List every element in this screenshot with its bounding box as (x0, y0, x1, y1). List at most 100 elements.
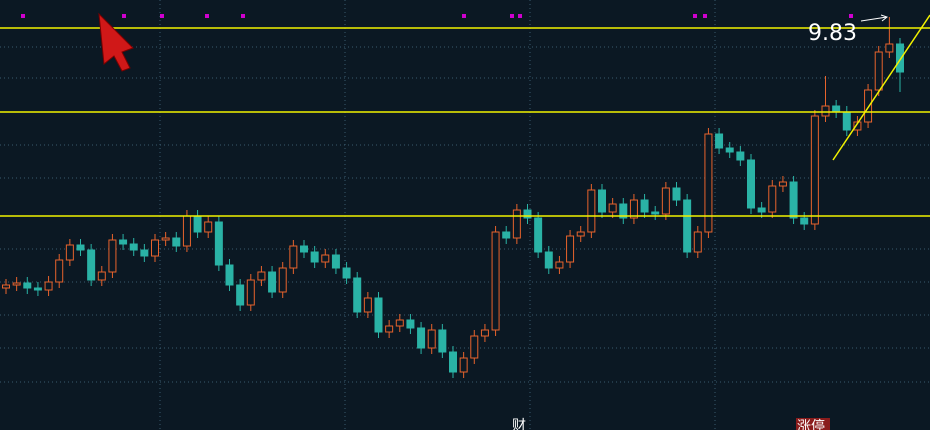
candle-body (76, 244, 85, 251)
candle-body (534, 217, 543, 253)
candle-body (374, 297, 383, 333)
candle-body (417, 327, 426, 349)
candle-body (353, 277, 362, 313)
candle-body (832, 105, 841, 113)
candle-body (896, 43, 904, 73)
candle-body (108, 239, 117, 273)
annotation-arrowhead (880, 14, 889, 22)
candle-body (278, 267, 287, 293)
candle-body (182, 215, 191, 247)
candle-body (257, 271, 266, 281)
candle-body (470, 335, 479, 359)
candle-body (768, 185, 777, 213)
candle-body (566, 235, 575, 263)
candles (2, 17, 904, 378)
dot (510, 14, 514, 18)
candle-body (395, 319, 404, 327)
candle-body (544, 251, 553, 269)
candle-body (608, 203, 617, 213)
candle-body (342, 267, 351, 279)
horizontal-lines (0, 27, 930, 217)
candle-body (310, 251, 319, 263)
candle-body (214, 221, 223, 266)
candle-body (23, 282, 32, 289)
candle-body (598, 189, 606, 213)
candle-body (193, 215, 202, 233)
candle-body (491, 231, 500, 331)
candle-body (651, 211, 660, 215)
dot (693, 14, 697, 18)
candle-body (97, 271, 106, 281)
candle-body (683, 199, 692, 253)
candle-body (438, 329, 447, 353)
trend-line (832, 14, 930, 161)
dot (462, 14, 466, 18)
candle-body (172, 237, 181, 247)
candle-body (704, 133, 713, 233)
candle-body (204, 221, 213, 233)
cursor (98, 12, 134, 72)
candle-body (151, 239, 159, 257)
candle-body (640, 199, 649, 213)
candle-body (821, 105, 830, 117)
candle-body (385, 325, 394, 333)
candle-body (406, 319, 415, 329)
dot (21, 14, 25, 18)
dot (518, 14, 522, 18)
candle-body (55, 259, 64, 283)
candle-body (864, 89, 873, 123)
candle-body (33, 287, 42, 291)
candle-body (300, 245, 308, 253)
dot (241, 14, 245, 18)
candle-body (810, 115, 819, 225)
candle-body (512, 209, 521, 239)
signal-dots (21, 14, 853, 18)
candle-body (44, 281, 53, 291)
candle-body (778, 181, 787, 187)
candle-body (65, 244, 74, 261)
candle-body (119, 239, 128, 245)
candle-body (619, 203, 628, 219)
candle-body (736, 151, 745, 161)
candle-body (842, 111, 851, 131)
candle-body (140, 249, 149, 257)
limit-up-label: 涨停 (797, 418, 825, 430)
candle-body (885, 43, 894, 53)
candle-body (289, 245, 298, 269)
candle-body (523, 209, 532, 219)
dot (122, 14, 126, 18)
high-annotation: 9.83 (808, 21, 857, 46)
candle-body (268, 271, 277, 293)
dot (160, 14, 164, 18)
candle-body (129, 243, 138, 251)
finance-label: 财 (512, 418, 526, 430)
candle-body (427, 329, 436, 349)
candle-body (331, 254, 340, 269)
candle-body (321, 254, 330, 263)
limit-up-box (796, 418, 830, 430)
candle-body (715, 133, 724, 149)
candle-body (236, 284, 245, 306)
candle-body (747, 159, 755, 209)
candle-body (725, 147, 734, 153)
candle-body (225, 264, 234, 286)
candle-body (502, 231, 511, 239)
candle-body (363, 297, 372, 313)
candle-body (12, 282, 21, 286)
candle-body (789, 181, 798, 219)
candle-body (459, 357, 468, 373)
dot (205, 14, 209, 18)
candle-body (661, 187, 670, 215)
candle-body (874, 51, 883, 91)
candle-body (757, 207, 766, 213)
candle-body (693, 231, 702, 253)
candle-body (246, 279, 255, 306)
candle-body (161, 237, 170, 241)
candle-body (853, 121, 862, 131)
dot (703, 14, 707, 18)
candle-body (587, 189, 596, 233)
dot (849, 14, 853, 18)
candle-body (2, 284, 10, 289)
